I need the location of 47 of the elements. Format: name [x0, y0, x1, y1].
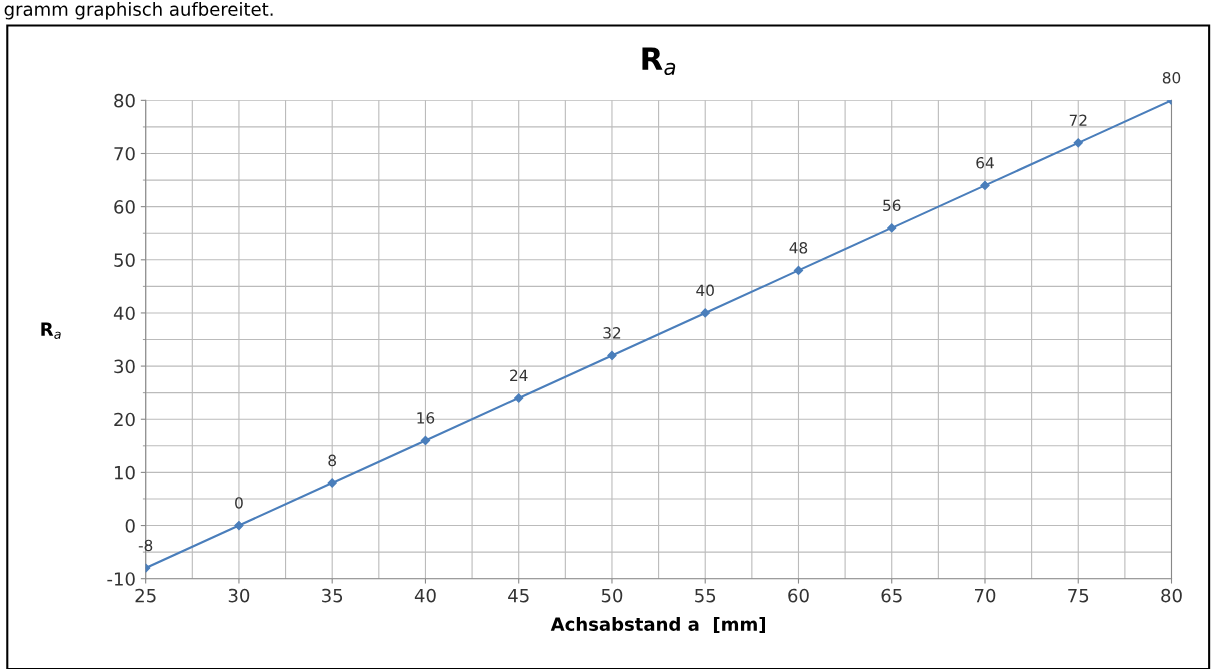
- y-tick-label: 60: [114, 200, 135, 214]
- chart-title: R$_{a}$: [642, 47, 676, 76]
- data-label: 64: [976, 156, 994, 169]
- x-tick-label: 60: [788, 588, 809, 603]
- y-tick-label: 20: [114, 412, 135, 427]
- data-label: 72: [1069, 114, 1087, 126]
- y-axis-title: R$_{a}$: [41, 322, 61, 339]
- x-tick-label: 50: [601, 588, 623, 603]
- text: gramm graphisch aufbereitet.: [4, 2, 273, 20]
- data-label: 8: [328, 454, 337, 467]
- x-tick-label: 30: [228, 588, 250, 603]
- x-axis-title: Achsabstand a [mm]: [550, 616, 765, 634]
- x-tick-label: 35: [322, 588, 343, 603]
- point: [793, 265, 804, 276]
- data-label: 16: [417, 412, 435, 424]
- x-tick-label: 80: [1161, 588, 1182, 603]
- point: [514, 393, 524, 403]
- data-label: 0: [235, 497, 243, 509]
- y-tick-label: 40: [113, 306, 135, 321]
- x-tick-label: 55: [695, 588, 716, 603]
- y-tick-label: 50: [114, 253, 135, 267]
- x-tick-label: 75: [1068, 588, 1089, 603]
- data-label: 40: [696, 284, 714, 297]
- y-tick-label: 70: [114, 146, 135, 161]
- data-label: 48: [789, 242, 808, 254]
- y-tick-label: 10: [114, 465, 135, 480]
- data-label: 80: [1162, 71, 1181, 84]
- y-tick-label: 0: [125, 519, 135, 533]
- x-tick-label: 25: [135, 588, 156, 603]
- data-label: 56: [883, 199, 901, 212]
- point: [887, 223, 897, 233]
- point: [327, 478, 337, 488]
- point: [234, 520, 244, 531]
- y-tick-label: 30: [114, 359, 135, 374]
- x-tick-label: 40: [414, 588, 436, 603]
- y-tick-label: -10: [107, 572, 135, 586]
- y-tick-label: 80: [114, 93, 135, 108]
- x-tick-label: 65: [881, 588, 902, 603]
- data-label: 32: [603, 327, 621, 339]
- point: [607, 350, 617, 361]
- data-label: 24: [510, 369, 528, 381]
- data-label: -8: [138, 539, 153, 552]
- point: [1073, 138, 1083, 148]
- x-tick-label: 70: [974, 588, 996, 603]
- point: [980, 180, 990, 191]
- x-tick-label: 45: [508, 588, 529, 603]
- point: [700, 308, 710, 318]
